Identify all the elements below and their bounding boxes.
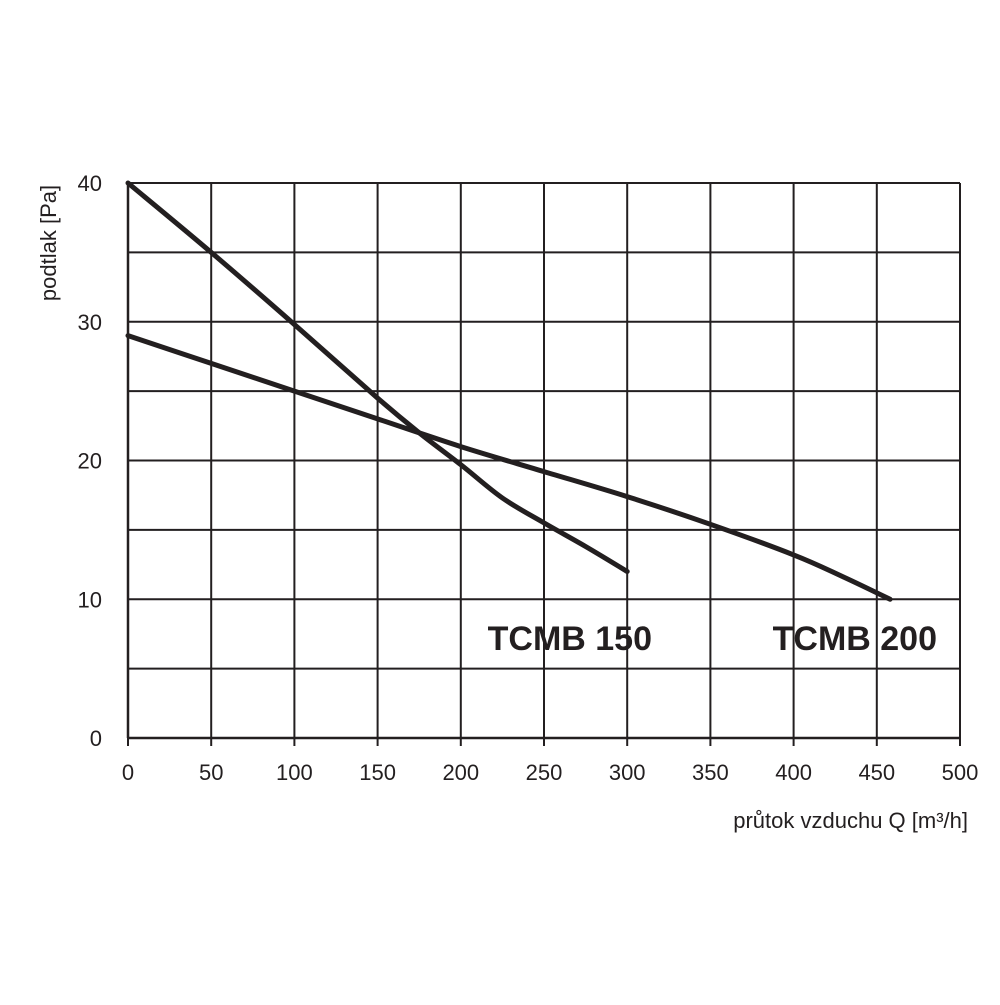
series-label-tcmb-150: TCMB 150 bbox=[488, 620, 652, 658]
labels: TCMB 150 TCMB 200 bbox=[488, 620, 937, 658]
x-tick-label: 350 bbox=[692, 760, 729, 785]
x-tick-label: 300 bbox=[609, 760, 646, 785]
x-tick-label: 500 bbox=[942, 760, 979, 785]
x-tick-label: 100 bbox=[276, 760, 313, 785]
y-tick-label: 40 bbox=[78, 171, 102, 196]
y-tick-label: 20 bbox=[78, 449, 102, 474]
x-tick-label: 450 bbox=[858, 760, 895, 785]
x-tick-label: 400 bbox=[775, 760, 812, 785]
x-tick-label: 200 bbox=[442, 760, 479, 785]
y-tick-label: 30 bbox=[78, 310, 102, 335]
series-line-tcmb-200 bbox=[125, 333, 893, 602]
x-axis-title: průtok vzduchu Q [m³/h] bbox=[733, 808, 968, 833]
x-tick-label: 50 bbox=[199, 760, 223, 785]
series-lines bbox=[125, 180, 893, 602]
y-tick-label: 10 bbox=[78, 587, 102, 612]
x-tick-label: 0 bbox=[122, 760, 134, 785]
y-tick-label: 0 bbox=[90, 726, 102, 751]
x-tick-label: 150 bbox=[359, 760, 396, 785]
y-axis-title: podtlak [Pa] bbox=[36, 185, 61, 301]
axes: 0 50 100 150 200 250 300 350 400 450 500 0 10 20 30 40 bbox=[78, 171, 979, 785]
x-tick-label: 250 bbox=[526, 760, 563, 785]
series-label-tcmb-200: TCMB 200 bbox=[773, 620, 937, 658]
